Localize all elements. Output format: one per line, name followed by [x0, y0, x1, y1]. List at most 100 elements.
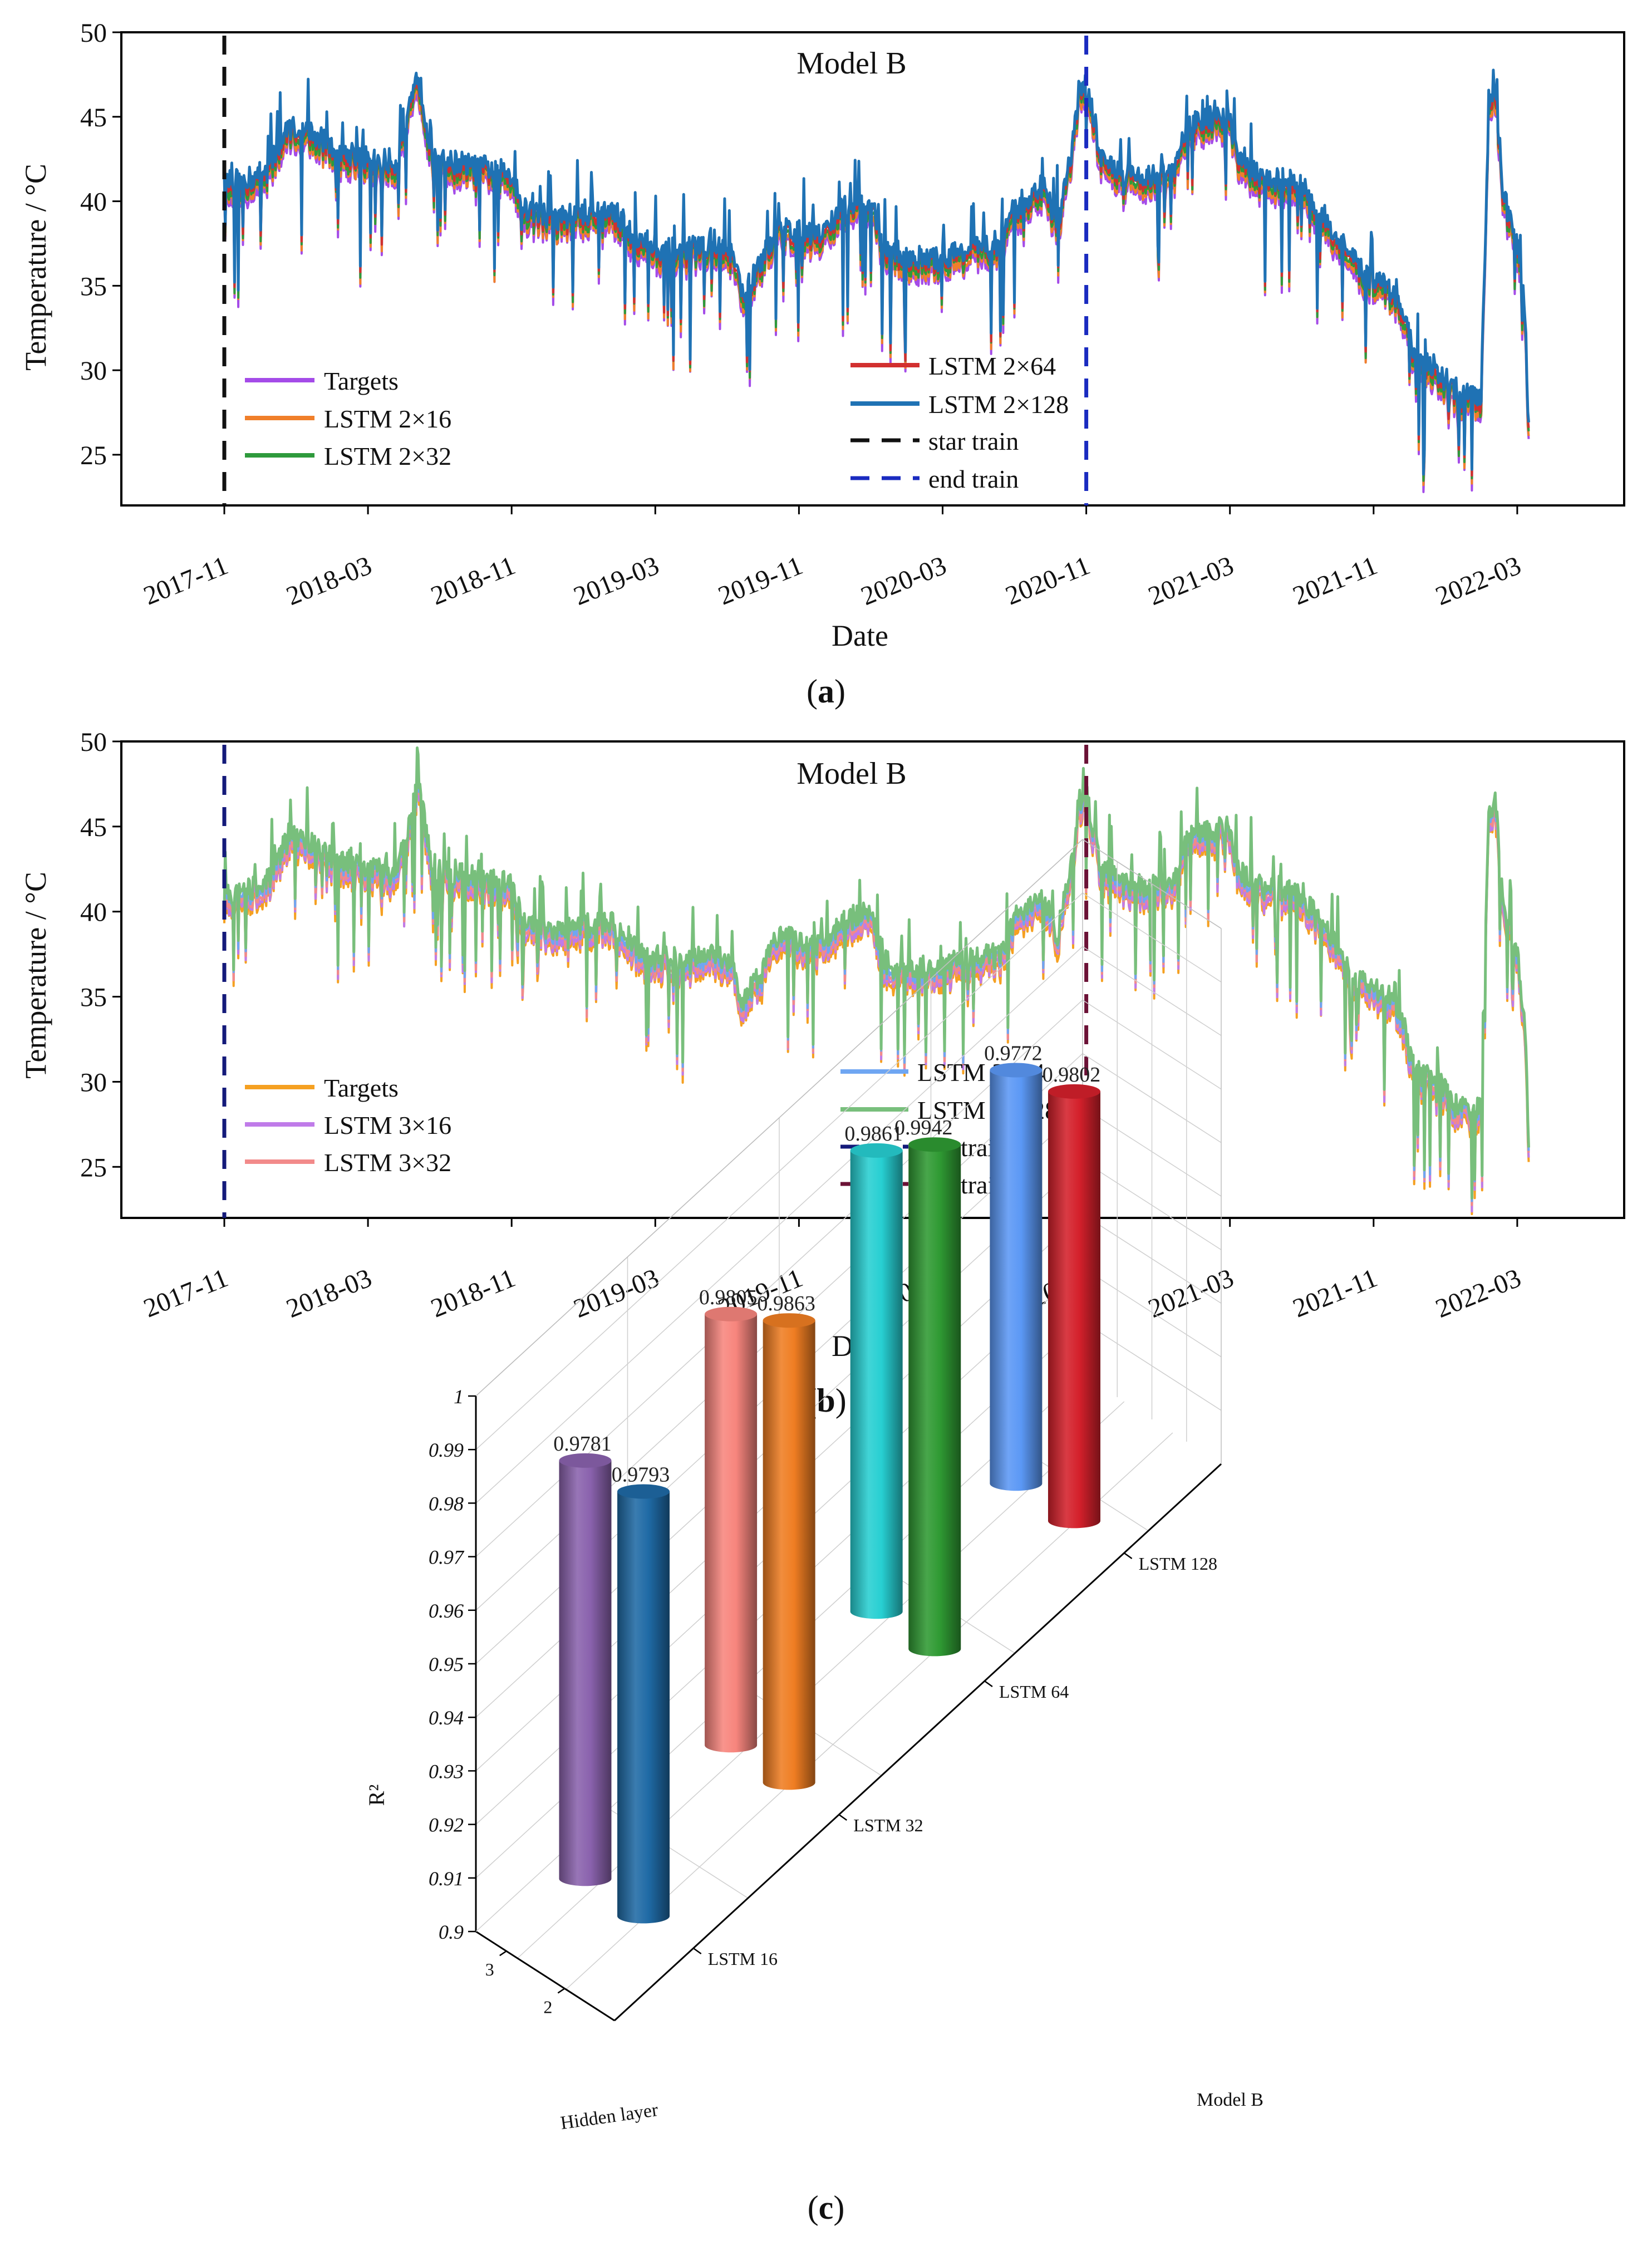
x-tick-label: 2020-03 — [857, 551, 950, 611]
bar-top — [850, 1143, 903, 1158]
y-tick-label: 25 — [80, 441, 107, 470]
z-tick-label: 0.94 — [429, 1707, 464, 1729]
bar-value-label: 0.9942 — [894, 1116, 953, 1139]
x-tick-label: 2 — [543, 1997, 552, 2017]
y-tick-label: 30 — [80, 1068, 107, 1097]
x-tick-label: 2018-03 — [282, 551, 376, 611]
z-tick-label: 0.98 — [429, 1492, 464, 1515]
bar-cylinder — [908, 1137, 961, 1657]
series-line — [223, 746, 1530, 1200]
x-tick-label: 2022-03 — [1432, 551, 1525, 611]
panel-c-bars — [559, 1063, 1100, 1924]
y-tick-label: 25 — [80, 1153, 107, 1182]
y-tick-label: LSTM 128 — [1139, 1554, 1217, 1574]
legend-label: star train — [928, 427, 1019, 455]
axis-line — [475, 1930, 615, 2022]
x-tick-label: 2017-11 — [140, 1263, 233, 1323]
y-tick-label: 45 — [80, 813, 107, 842]
bar-body — [763, 1320, 815, 1790]
panel-a-ylabel: Temperature / °C — [19, 164, 52, 371]
x-tick-label: 2021-11 — [1289, 551, 1381, 611]
y-tick-label: 40 — [80, 898, 107, 927]
panel-b-title: Model B — [796, 756, 907, 791]
panel-a-y-axis: 25 30 35 40 45 50 — [80, 18, 121, 470]
y-tick-label: 50 — [80, 728, 107, 757]
bar-cylinder — [850, 1143, 903, 1619]
x-tick-label: 2019-11 — [714, 551, 807, 611]
bar-body — [559, 1460, 612, 1886]
panel-a-caption: (a) — [807, 673, 845, 710]
bar-top — [763, 1313, 815, 1328]
panel-c-value-labels: 0.9802 0.9942 0.9772 0.9863 0.9861 0.9793 0.98… — [553, 1042, 1100, 1487]
bar-cylinder — [617, 1484, 670, 1924]
legend-label: LSTM 3×32 — [324, 1148, 451, 1177]
bar-body — [1048, 1091, 1100, 1529]
bar-cylinder — [763, 1313, 815, 1790]
axis-line — [613, 1463, 1222, 2022]
y-tick-label: 40 — [80, 188, 107, 217]
grid-line — [475, 839, 1083, 1397]
panel-a-series — [223, 68, 1530, 493]
bar-top — [1048, 1084, 1100, 1099]
y-tick-label: LSTM 16 — [708, 1949, 778, 1969]
x-tick — [499, 1950, 507, 1957]
legend-label: LSTM 3×16 — [324, 1111, 451, 1139]
y-tick-label: 35 — [80, 983, 107, 1013]
legend-label: LSTM 2×16 — [324, 405, 451, 433]
bar-value-label: 0.9793 — [612, 1463, 670, 1487]
legend-label: end train — [928, 465, 1019, 493]
panel-a-frame — [120, 31, 1625, 507]
panel-c: 0.9 0.91 0.92 0.93 0.94 0.95 0.96 0.97 0.98 0.99 1… — [364, 839, 1263, 2226]
x-tick — [557, 1988, 566, 1994]
x-tick-label: 2021-03 — [1144, 551, 1238, 611]
bar-cylinder — [990, 1063, 1043, 1491]
y-tick — [1123, 1552, 1133, 1560]
x-tick-label: 2021-03 — [1144, 1263, 1238, 1324]
bar-body — [850, 1150, 903, 1619]
legend-label: LSTM 2×32 — [324, 442, 451, 470]
bar-body — [908, 1144, 961, 1657]
bar-cylinder — [559, 1453, 612, 1886]
y-tick-label: 50 — [80, 18, 107, 48]
panel-a-title: Model B — [796, 46, 907, 81]
x-tick-label: 2022-03 — [1432, 1263, 1525, 1324]
panel-b: 25 30 35 40 45 50 2017-11 2018-03 2018-11 2019-0… — [19, 728, 1625, 1419]
z-tick-label: 0.99 — [429, 1439, 464, 1461]
panel-b-x-axis: 2017-11 2018-03 2018-11 2019-03 2019-11 2020-… — [140, 1218, 1525, 1324]
legend-label: Targets — [324, 367, 399, 395]
y-tick — [838, 1814, 848, 1821]
bar-top — [990, 1063, 1043, 1078]
x-tick-label: 2018-11 — [427, 1263, 520, 1323]
panel-c-caption: (c) — [808, 2189, 845, 2226]
bar-value-label: 0.9802 — [1043, 1063, 1101, 1087]
x-tick-label: 2019-03 — [569, 551, 663, 611]
y-tick-label: LSTM 32 — [853, 1815, 923, 1835]
z-tick-label: 0.92 — [429, 1814, 464, 1836]
x-tick-label: 2019-03 — [569, 1263, 663, 1324]
x-tick-label: 2017-11 — [140, 551, 233, 611]
x-tick-label: 2021-11 — [1289, 1263, 1381, 1323]
x-tick-label: 2020-11 — [1001, 551, 1094, 611]
z-tick-label: 0.97 — [429, 1546, 465, 1569]
x-tick-label: 2018-11 — [427, 551, 520, 611]
legend-label: LSTM 2×64 — [928, 352, 1056, 380]
z-tick-label: 1 — [454, 1385, 464, 1408]
y-tick-label: LSTM 64 — [999, 1682, 1069, 1702]
legend-label: LSTM 2×128 — [928, 390, 1069, 419]
bar-body — [990, 1070, 1043, 1491]
z-tick-label: 0.95 — [429, 1653, 464, 1675]
panel-c-ylabel: Model B — [1197, 2090, 1263, 2110]
panel-b-series — [223, 746, 1530, 1216]
bar-top — [705, 1306, 758, 1321]
bar-value-label: 0.9805 — [699, 1286, 758, 1309]
legend-label: Targets — [324, 1074, 399, 1102]
panel-c-xlabel: Hidden layer — [559, 2100, 660, 2134]
bar-top — [617, 1484, 670, 1499]
grid-line — [1082, 839, 1222, 929]
bar-cylinder — [1048, 1084, 1100, 1529]
bar-top — [908, 1137, 961, 1152]
bar-value-label: 0.9863 — [757, 1292, 815, 1315]
x-tick-label: 3 — [485, 1959, 494, 1979]
y-tick-label: 30 — [80, 356, 107, 386]
bar-value-label: 0.9772 — [984, 1042, 1043, 1065]
